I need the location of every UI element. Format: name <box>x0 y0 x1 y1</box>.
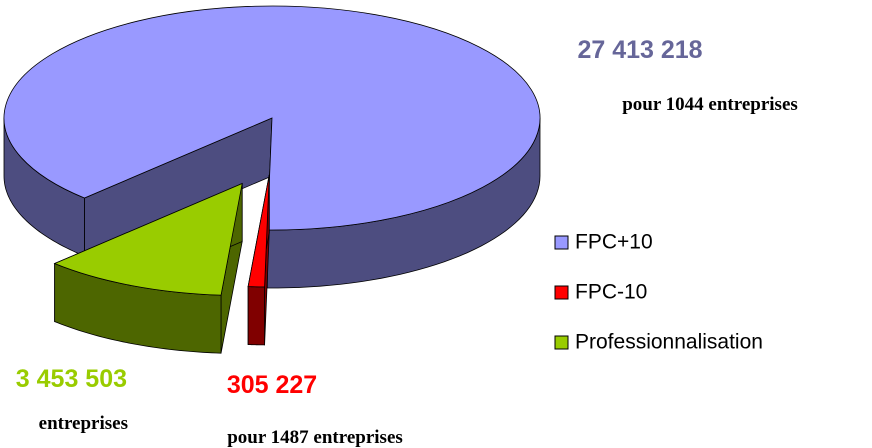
slice <box>247 174 270 346</box>
slice-top <box>247 174 270 288</box>
value-label: 27 413 218 <box>577 36 702 64</box>
annotation: pour 1044 entreprises <box>622 94 798 115</box>
slice-top <box>3 5 541 231</box>
slice <box>53 182 243 354</box>
value-label: 305 227 <box>227 371 317 399</box>
slice <box>3 5 541 289</box>
slice-top <box>53 182 243 296</box>
legend-label: FPC+10 <box>575 231 653 254</box>
slice-side <box>247 286 265 346</box>
legend-label: FPC-10 <box>575 281 647 304</box>
legend-swatch <box>554 285 569 300</box>
legend-swatch <box>554 235 569 250</box>
annotation: pour 1487 entreprises <box>227 427 403 448</box>
annotation: entreprises <box>39 413 128 434</box>
value-label: 3 453 503 <box>16 365 127 393</box>
legend-swatch <box>554 335 569 350</box>
legend-label: Professionnalisation <box>575 331 763 354</box>
